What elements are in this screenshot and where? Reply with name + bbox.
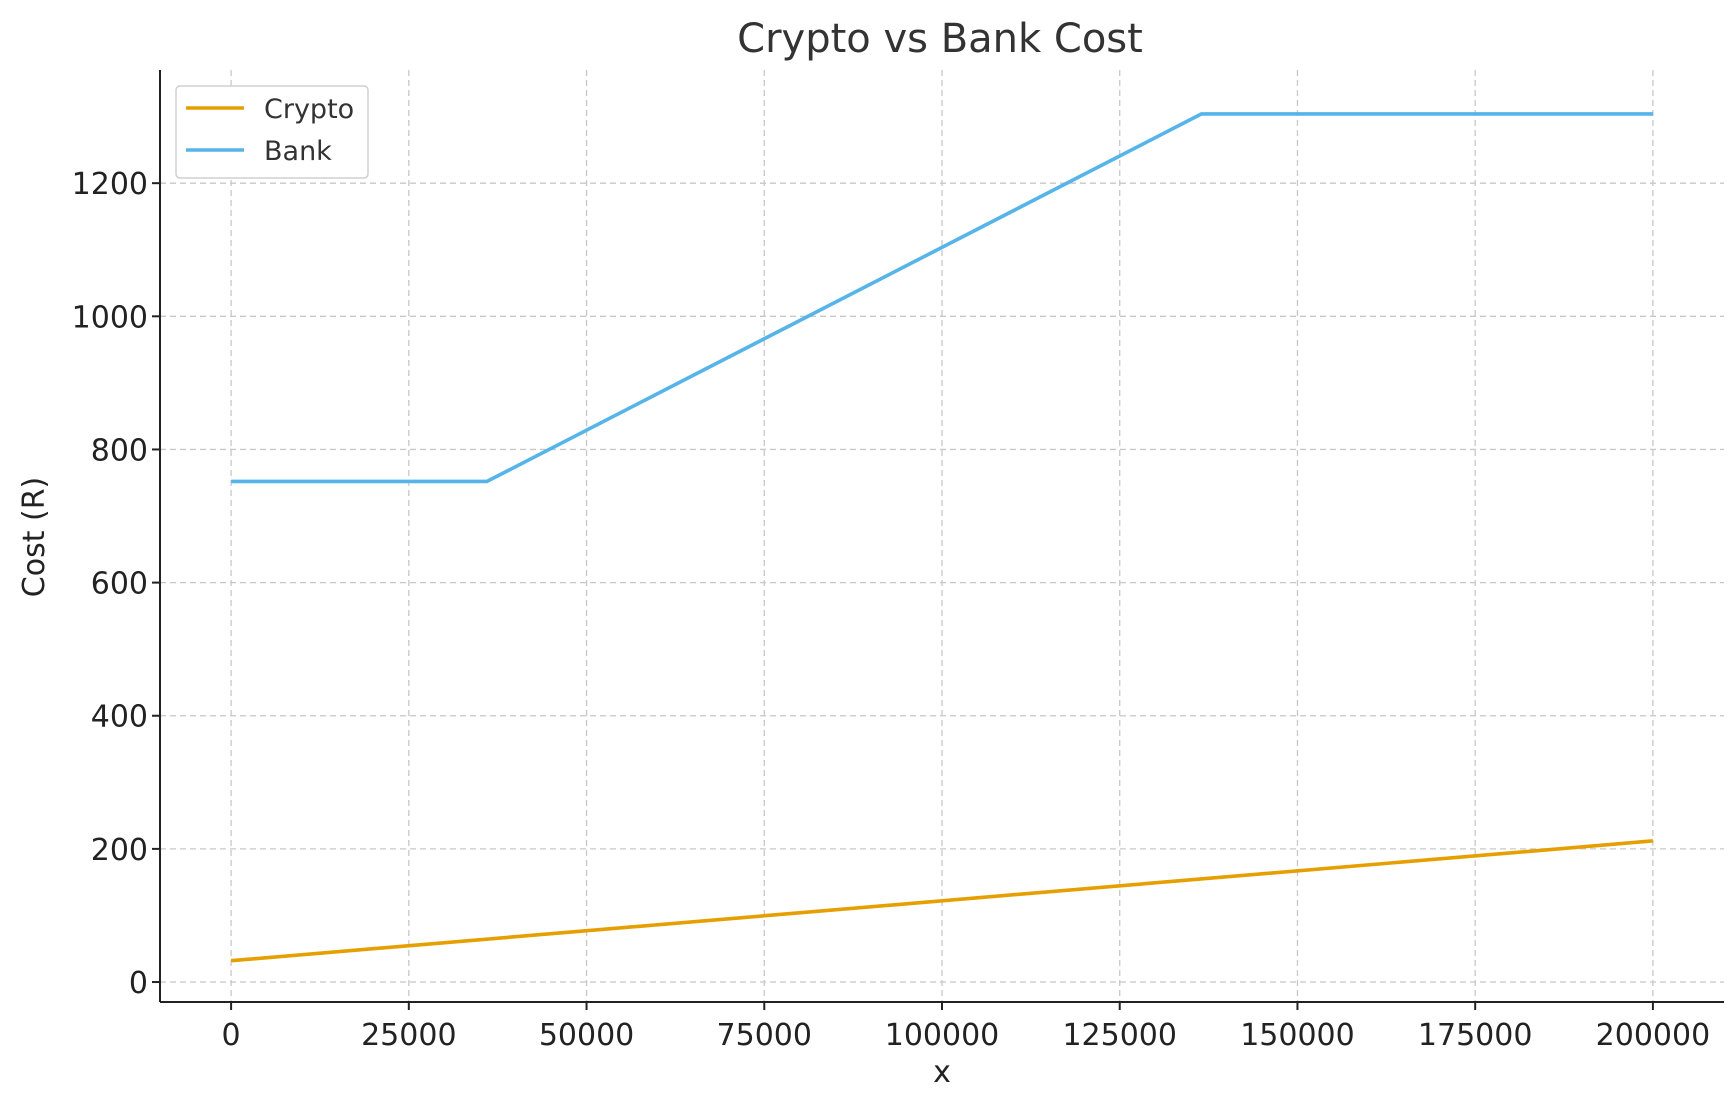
- x-tick-label: 50000: [539, 1018, 634, 1053]
- x-tick-label: 25000: [361, 1018, 456, 1053]
- x-tick-label: 125000: [1062, 1018, 1177, 1053]
- x-axis-ticks: 0 25000 50000 75000 100000 125000 150000 175000…: [222, 1002, 1711, 1053]
- y-tick-label: 0: [129, 966, 148, 1001]
- y-axis-label: Cost (R): [17, 477, 52, 597]
- legend: Crypto Bank: [175, 85, 369, 179]
- y-tick-label: 1200: [72, 167, 148, 202]
- series-line-bank: [231, 112, 1653, 484]
- chart-title: Crypto vs Bank Cost: [737, 16, 1143, 62]
- y-tick-label: 800: [91, 433, 148, 468]
- x-axis-label: x: [933, 1055, 951, 1090]
- x-tick-label: 200000: [1596, 1018, 1711, 1053]
- grid: [160, 70, 1724, 1002]
- y-axis-ticks: 0 200 400 600 800 1000 1200: [72, 167, 160, 1001]
- y-tick-label: 1000: [72, 300, 148, 335]
- y-tick-label: 600: [91, 567, 148, 602]
- y-tick-label: 200: [91, 833, 148, 868]
- y-tick-label: 400: [91, 700, 148, 735]
- x-tick-label: 0: [222, 1018, 241, 1053]
- x-tick-label: 175000: [1418, 1018, 1533, 1053]
- x-tick-label: 100000: [885, 1018, 1000, 1053]
- x-tick-label: 75000: [717, 1018, 812, 1053]
- legend-label-bank: Bank: [264, 136, 332, 167]
- series-lines: [230, 112, 1654, 963]
- series-line-crypto: [230, 839, 1654, 963]
- legend-label-crypto: Crypto: [264, 94, 354, 125]
- x-tick-label: 150000: [1240, 1018, 1355, 1053]
